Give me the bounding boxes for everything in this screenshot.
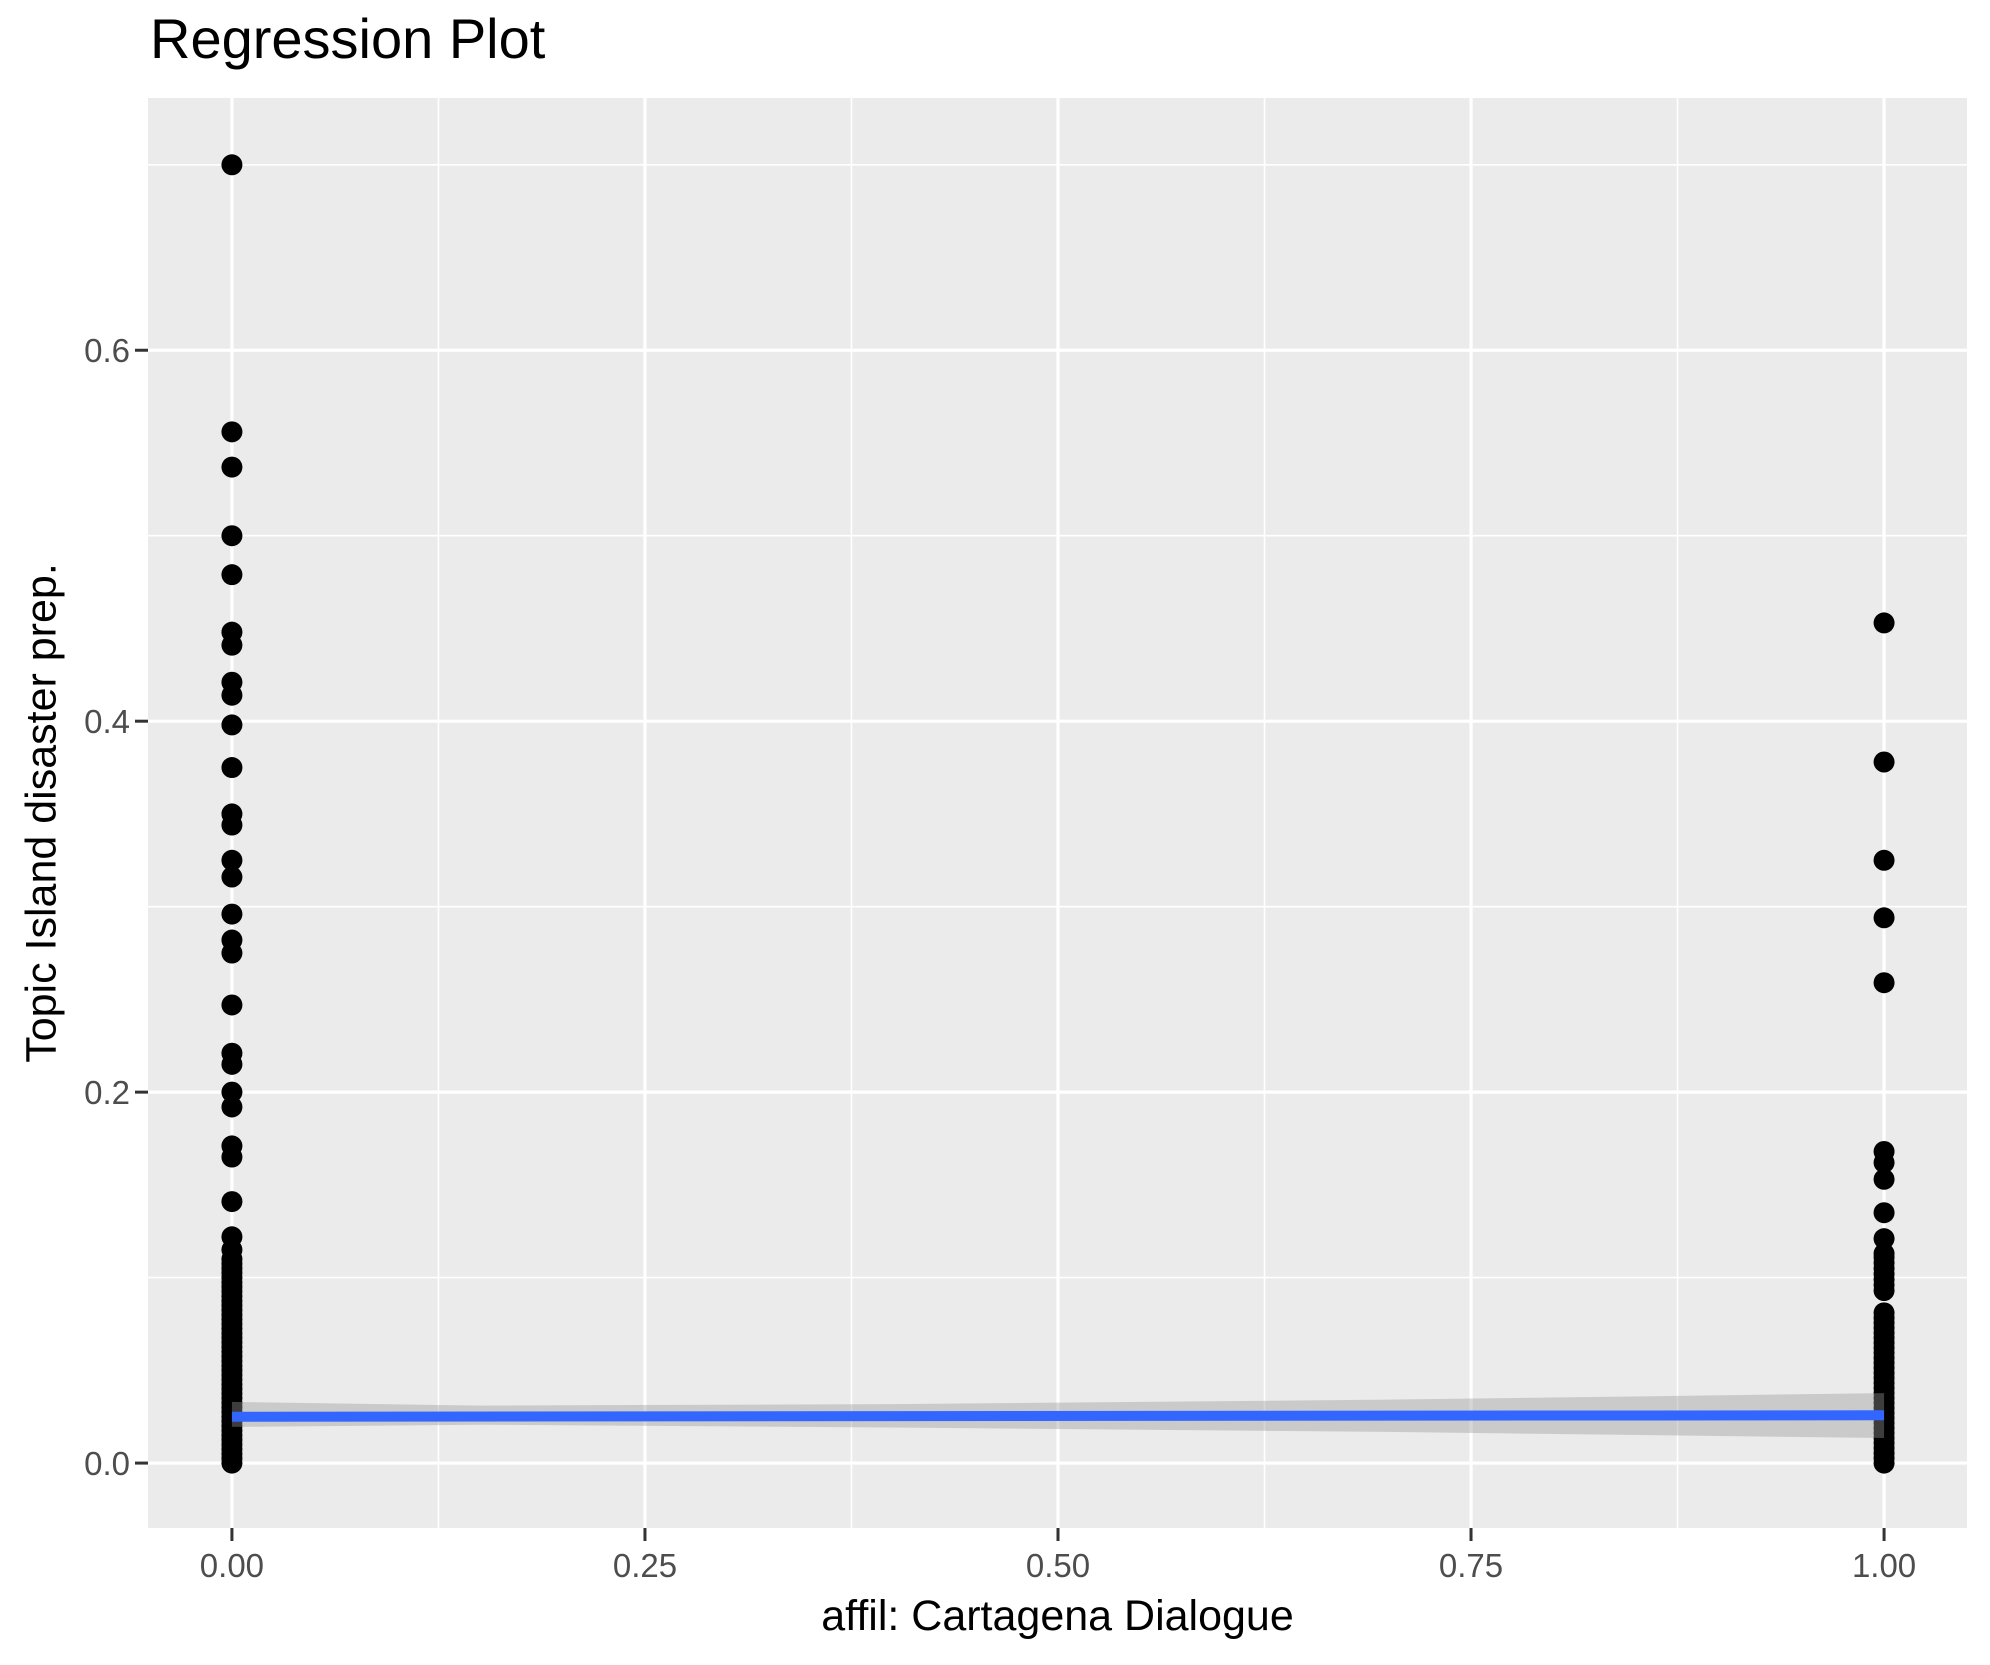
regression-line — [231, 1410, 1885, 1422]
scatter-point — [221, 1081, 243, 1103]
scatter-point — [1873, 751, 1895, 773]
scatter-point — [1873, 1168, 1895, 1190]
scatter-point — [221, 814, 243, 836]
scatter-point — [1873, 1452, 1895, 1474]
scatter-point — [221, 1191, 243, 1213]
scatter-point — [221, 1452, 243, 1474]
scatter-point — [221, 456, 243, 478]
scatter-point — [1873, 1280, 1895, 1302]
scatter-point — [221, 757, 243, 779]
scatter-point — [1873, 1228, 1895, 1250]
scatter-point — [221, 684, 243, 706]
y-tick-label: 0.2 — [84, 1074, 130, 1111]
y-tick-label: 0.6 — [84, 332, 130, 369]
scatter-point — [1873, 1152, 1895, 1174]
scatter-point — [1873, 612, 1895, 634]
scatter-point — [1873, 849, 1895, 871]
scatter-point — [221, 994, 243, 1016]
scatter-point — [221, 1096, 243, 1118]
scatter-point — [1873, 907, 1895, 929]
scatter-point — [221, 849, 243, 871]
x-tick-label: 0.25 — [613, 1547, 677, 1584]
scatter-point — [1873, 1202, 1895, 1224]
scatter-point — [221, 154, 243, 176]
scatter-point — [221, 634, 243, 656]
x-tick-label: 0.50 — [1026, 1547, 1090, 1584]
scatter-point — [221, 1146, 243, 1168]
x-tick-label: 0.00 — [200, 1547, 264, 1584]
scatter-point — [221, 714, 243, 736]
plot-title: Regression Plot — [150, 7, 546, 70]
scatter-point — [221, 421, 243, 443]
scatter-point — [221, 525, 243, 547]
scatter-point — [221, 564, 243, 586]
scatter-point — [221, 866, 243, 888]
scatter-point — [1873, 972, 1895, 994]
scatter-point — [221, 942, 243, 964]
x-tick-label: 0.75 — [1439, 1547, 1503, 1584]
y-tick-label: 0.0 — [84, 1445, 130, 1482]
scatter-point — [221, 903, 243, 925]
scatter-point — [221, 1053, 243, 1075]
x-axis-title: affil: Cartagena Dialogue — [821, 1592, 1294, 1640]
y-tick-label: 0.4 — [84, 703, 130, 740]
x-tick-label: 1.00 — [1852, 1547, 1916, 1584]
